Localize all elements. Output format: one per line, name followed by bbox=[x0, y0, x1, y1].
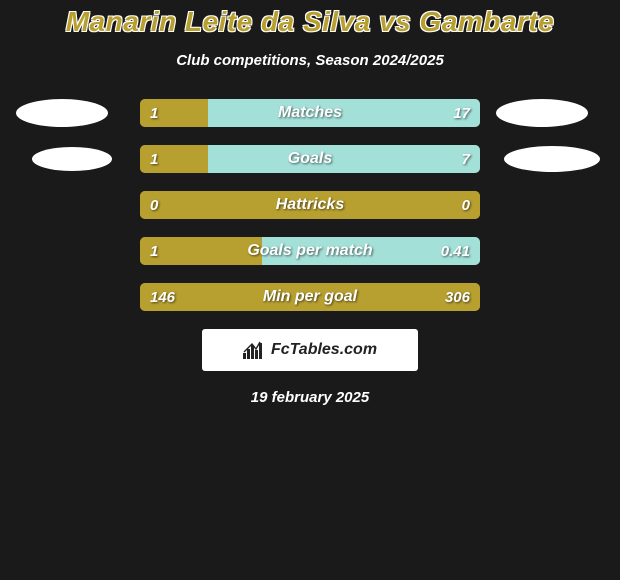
comparison-chart: 117Matches 17Goals 00Hattricks 10.41Goals p… bbox=[10, 99, 610, 311]
team-badge-left bbox=[32, 147, 112, 171]
comparison-date: 19 february 2025 bbox=[0, 389, 620, 406]
stat-bar: 17Goals bbox=[140, 145, 480, 173]
stat-bar: 117Matches bbox=[140, 99, 480, 127]
team-badge-right bbox=[496, 99, 588, 127]
branding-badge: FcTables.com bbox=[202, 329, 418, 371]
stat-bar: 10.41Goals per match bbox=[140, 237, 480, 265]
stat-label: Min per goal bbox=[140, 283, 480, 311]
stat-bar: 00Hattricks bbox=[140, 191, 480, 219]
comparison-subtitle: Club competitions, Season 2024/2025 bbox=[0, 52, 620, 69]
stat-label: Goals bbox=[140, 145, 480, 173]
bar-chart-icon bbox=[243, 341, 265, 359]
stat-bar: 146306Min per goal bbox=[140, 283, 480, 311]
branding-text: FcTables.com bbox=[271, 341, 377, 359]
stat-label: Hattricks bbox=[140, 191, 480, 219]
stat-row: 146306Min per goal bbox=[10, 283, 610, 311]
team-badge-left bbox=[16, 99, 108, 127]
stat-label: Matches bbox=[140, 99, 480, 127]
stat-row: 00Hattricks bbox=[10, 191, 610, 219]
stat-row: 10.41Goals per match bbox=[10, 237, 610, 265]
team-badge-right bbox=[504, 146, 600, 172]
comparison-title: Manarin Leite da Silva vs Gambarte bbox=[0, 0, 620, 38]
stat-label: Goals per match bbox=[140, 237, 480, 265]
